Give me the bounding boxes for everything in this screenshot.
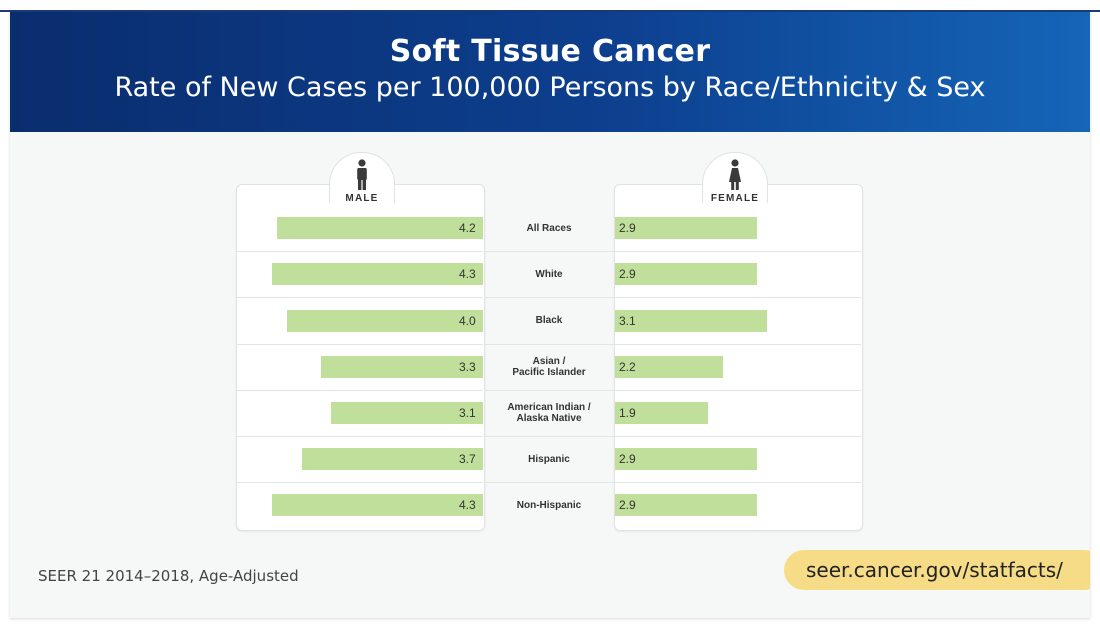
chart-title: Soft Tissue Cancer [389,34,711,69]
female-value-label: 2.2 [619,360,636,374]
row-divider [237,297,483,298]
female-bar [615,310,767,332]
row-divider [237,482,483,483]
row-divider [237,390,483,391]
male-value-label: 3.7 [459,452,476,466]
row-divider [615,297,861,298]
source-note: SEER 21 2014–2018, Age-Adjusted [38,567,299,585]
row-divider [615,436,861,437]
male-bar [272,263,483,285]
female-bar [615,263,758,285]
row-divider [615,251,861,252]
female-bar [615,448,758,470]
row-divider [484,390,614,391]
male-bar [272,494,483,516]
male-value-label: 3.3 [459,360,476,374]
chart-subtitle: Rate of New Cases per 100,000 Persons by… [114,72,986,103]
male-bar [331,402,483,424]
row-divider [615,344,861,345]
row-divider [484,251,614,252]
female-value-label: 1.9 [619,406,636,420]
male-value-label: 4.3 [459,498,476,512]
row-divider [484,436,614,437]
female-value-label: 3.1 [619,314,636,328]
female-value-label: 2.9 [619,267,636,281]
row-divider [237,436,483,437]
row-divider [237,344,483,345]
top-rule [0,10,1100,12]
row-divider [237,251,483,252]
female-bar [615,494,758,516]
category-label: Asian / Pacific Islander [512,356,586,378]
row-divider [615,390,861,391]
female-bar [615,356,723,378]
female-value-label: 2.9 [619,498,636,512]
male-bar [277,217,483,239]
category-label: Black [535,315,563,326]
male-bar [321,356,483,378]
female-value-label: 2.9 [619,221,636,235]
female-person-icon [729,159,741,190]
statfacts-link[interactable]: seer.cancer.gov/statfacts/ [784,550,1090,590]
category-label: American Indian / Alaska Native [507,402,591,424]
header-banner: Soft Tissue Cancer Rate of New Cases per… [10,12,1090,132]
row-divider [484,297,614,298]
row-divider [484,344,614,345]
female-bar [615,402,709,424]
male-person-icon [357,159,367,190]
male-value-label: 4.0 [459,314,476,328]
category-label: Non-Hispanic [516,500,582,511]
male-bar [287,310,483,332]
male-value-label: 3.1 [459,406,476,420]
male-value-label: 4.3 [459,267,476,281]
male-bar [301,448,483,470]
female-bar [615,217,758,239]
row-divider [615,482,861,483]
category-label: White [535,269,563,280]
category-label: All Races [526,223,572,234]
category-label: Hispanic [528,454,570,465]
male-value-label: 4.2 [459,221,476,235]
male-label: MALE [345,193,379,204]
female-label: FEMALE [710,193,760,204]
infographic-card: Soft Tissue Cancer Rate of New Cases per… [10,12,1090,618]
row-divider [484,482,614,483]
female-value-label: 2.9 [619,452,636,466]
